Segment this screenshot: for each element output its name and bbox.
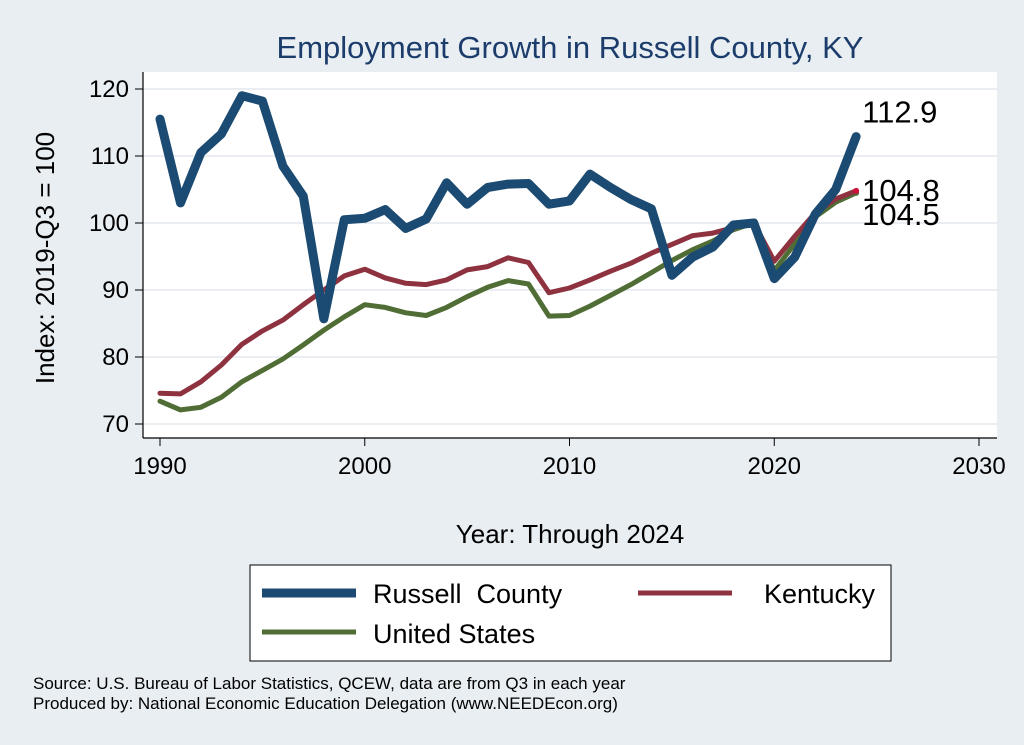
y-tick-label-120: 120 bbox=[89, 76, 129, 103]
y-tick-label-80: 80 bbox=[102, 344, 129, 371]
end-label-russell-county: 112.9 bbox=[862, 95, 937, 130]
y-tick-label-70: 70 bbox=[102, 411, 129, 438]
y-axis-title: Index: 2019-Q3 = 100 bbox=[30, 132, 60, 384]
end-label-kentucky: 104.8 bbox=[862, 173, 940, 208]
series-line-russell-county bbox=[155, 91, 861, 324]
y-tick-label-110: 110 bbox=[91, 143, 129, 170]
series-lines bbox=[155, 91, 861, 413]
end-label-united-states: 104.5 bbox=[862, 197, 940, 232]
x-tick-label-2000: 2000 bbox=[338, 453, 391, 480]
legend-label-russell-county: Russell County bbox=[373, 579, 563, 609]
axes: 70 80 90 100 110 120 1990 2000 2010 2020 2030 bbox=[89, 72, 1006, 480]
legend: Russell County Kentucky United States bbox=[249, 564, 892, 662]
source-note: Source: U.S. Bureau of Labor Statistics,… bbox=[33, 674, 626, 693]
x-tick-label-1990: 1990 bbox=[133, 453, 186, 480]
x-tick-label-2010: 2010 bbox=[543, 453, 596, 480]
end-point-russell-county bbox=[853, 133, 860, 140]
legend-label-united-states: United States bbox=[373, 619, 535, 649]
producer-note: Produced by: National Economic Education… bbox=[33, 694, 618, 713]
y-tick-label-100: 100 bbox=[89, 210, 129, 237]
chart-title: Employment Growth in Russell County, KY bbox=[277, 30, 864, 65]
x-tick-label-2030: 2030 bbox=[952, 453, 1005, 480]
x-tick-label-2020: 2020 bbox=[748, 453, 801, 480]
legend-box bbox=[249, 564, 892, 662]
x-axis-title: Year: Through 2024 bbox=[456, 519, 684, 549]
end-point-kentucky bbox=[853, 187, 860, 194]
y-tick-label-90: 90 bbox=[102, 277, 129, 304]
legend-label-kentucky: Kentucky bbox=[764, 579, 876, 609]
